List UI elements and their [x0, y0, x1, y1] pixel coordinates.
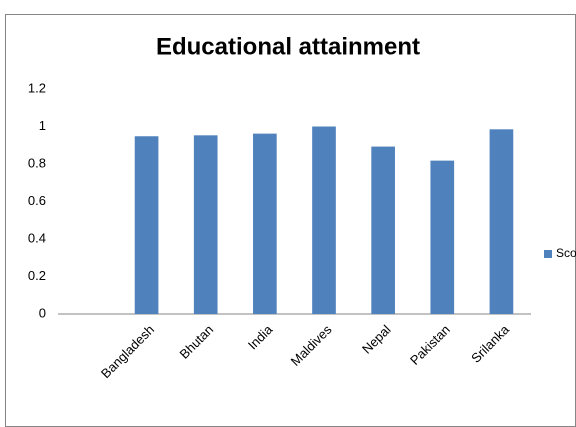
bar — [312, 126, 336, 314]
bar — [134, 136, 159, 314]
y-tick-label: 1.2 — [28, 80, 46, 95]
bar — [430, 160, 455, 314]
chart-title: Educational attainment — [156, 33, 420, 60]
y-tick-label: 1 — [39, 118, 46, 133]
y-tick-label: 0 — [39, 305, 46, 320]
y-tick-label: 0.4 — [28, 230, 46, 245]
legend-label: Score — [556, 246, 576, 260]
y-tick-label: 0.2 — [28, 268, 46, 283]
y-tick-label: 0.8 — [28, 155, 46, 170]
chart-border — [5, 14, 576, 427]
bar — [253, 133, 277, 314]
y-tick-label: 0.6 — [28, 193, 46, 208]
bar — [371, 146, 395, 314]
bar — [193, 135, 218, 314]
legend-swatch — [544, 250, 552, 258]
bar — [489, 129, 514, 314]
